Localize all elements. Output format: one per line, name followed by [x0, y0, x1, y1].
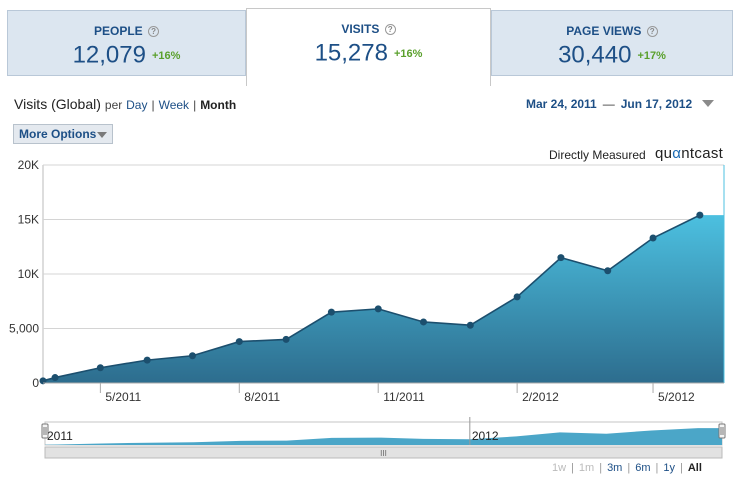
- chevron-down-icon: [702, 100, 715, 107]
- tab-visits[interactable]: VISITS ? 15,278 +16%: [246, 8, 491, 86]
- navigator-label: 2011: [47, 429, 73, 443]
- data-point: [649, 234, 657, 242]
- metric-tabs: PEOPLE ? 12,079 +16% VISITS ? 15,278 +16% …: [0, 0, 740, 86]
- directly-measured-label: Directly Measured: [549, 148, 646, 162]
- more-options-button[interactable]: More Options: [13, 124, 113, 144]
- more-options-label: More Options: [19, 127, 97, 141]
- data-point: [96, 364, 104, 372]
- date-range-picker[interactable]: Mar 24, 2011— Jun 17, 2012: [526, 97, 715, 111]
- zoom-6m[interactable]: 6m: [635, 462, 651, 474]
- period-day-link[interactable]: Day: [126, 98, 148, 112]
- help-icon[interactable]: ?: [646, 26, 658, 37]
- people-change: +16%: [151, 49, 181, 62]
- quantcast-logo: quαntcast: [655, 145, 724, 162]
- navigator-label: 2012: [472, 429, 499, 443]
- x-tick-label: 5/2011: [105, 390, 141, 404]
- x-tick-label: 11/2011: [383, 390, 425, 404]
- visits-change: +16%: [393, 47, 423, 60]
- data-point: [235, 338, 243, 346]
- data-point: [557, 254, 565, 262]
- zoom-1m[interactable]: 1m: [578, 462, 595, 474]
- tab-page-views[interactable]: PAGE VIEWS ? 30,440 +17%: [491, 10, 733, 76]
- scrollbar-grip: III: [380, 449, 387, 458]
- y-tick-label: 10K: [18, 267, 39, 281]
- tab-visits-label: VISITS ?: [247, 22, 490, 36]
- data-point: [513, 293, 521, 301]
- y-tick-label: 5,000: [9, 322, 39, 336]
- data-point: [188, 352, 196, 360]
- page-views-change: +17%: [637, 49, 666, 62]
- data-point: [51, 374, 59, 382]
- zoom-1w[interactable]: 1w: [552, 462, 567, 474]
- data-point: [374, 305, 382, 313]
- visits-line: [42, 214, 701, 382]
- data-point: [282, 335, 290, 343]
- x-tick-label: 2/2012: [522, 390, 559, 404]
- chart-title: Visits (Global): [14, 96, 101, 112]
- period-month-current: Month: [200, 98, 237, 112]
- help-icon[interactable]: ?: [148, 26, 160, 37]
- data-point: [466, 321, 474, 329]
- y-tick-label: 20K: [18, 158, 39, 172]
- zoom-controls: 1w | 1m | 3m | 6m | 1y | All: [552, 462, 702, 474]
- tab-page-views-label: PAGE VIEWS ?: [492, 24, 732, 38]
- zoom-all[interactable]: All: [687, 462, 702, 474]
- tab-people-label: PEOPLE ?: [8, 24, 245, 38]
- visits-area: [43, 215, 724, 383]
- range-start: Mar 24, 2011: [526, 97, 597, 111]
- navigator-handle[interactable]: [41, 423, 49, 439]
- range-end: Jun 17, 2012: [620, 97, 693, 111]
- zoom-1y[interactable]: 1y: [663, 462, 675, 474]
- chart-header: Visits (Global) per Day | Week | Month: [14, 96, 237, 112]
- help-icon[interactable]: ?: [384, 24, 396, 35]
- data-point: [143, 356, 151, 364]
- tab-people[interactable]: PEOPLE ? 12,079 +16%: [7, 10, 246, 76]
- data-point: [327, 308, 335, 316]
- navigator-area: [45, 428, 722, 445]
- period-week-link[interactable]: Week: [158, 98, 190, 112]
- zoom-3m[interactable]: 3m: [607, 462, 623, 474]
- navigator-handle[interactable]: [718, 423, 726, 439]
- tab-page-views-value: 30,440 +17%: [558, 41, 666, 69]
- data-point: [420, 318, 428, 326]
- chevron-down-icon: [97, 132, 107, 138]
- x-tick-label: 5/2012: [658, 390, 695, 404]
- x-tick-label: 8/2011: [244, 390, 280, 404]
- y-tick-label: 0: [32, 376, 39, 390]
- tab-visits-value: 15,278 +16%: [314, 39, 423, 67]
- y-tick-label: 15K: [18, 213, 39, 227]
- per-label: per: [104, 98, 123, 112]
- tab-people-value: 12,079 +16%: [72, 41, 181, 69]
- data-point: [604, 267, 612, 275]
- navigator-scrollbar[interactable]: [44, 446, 723, 459]
- data-point: [696, 211, 704, 219]
